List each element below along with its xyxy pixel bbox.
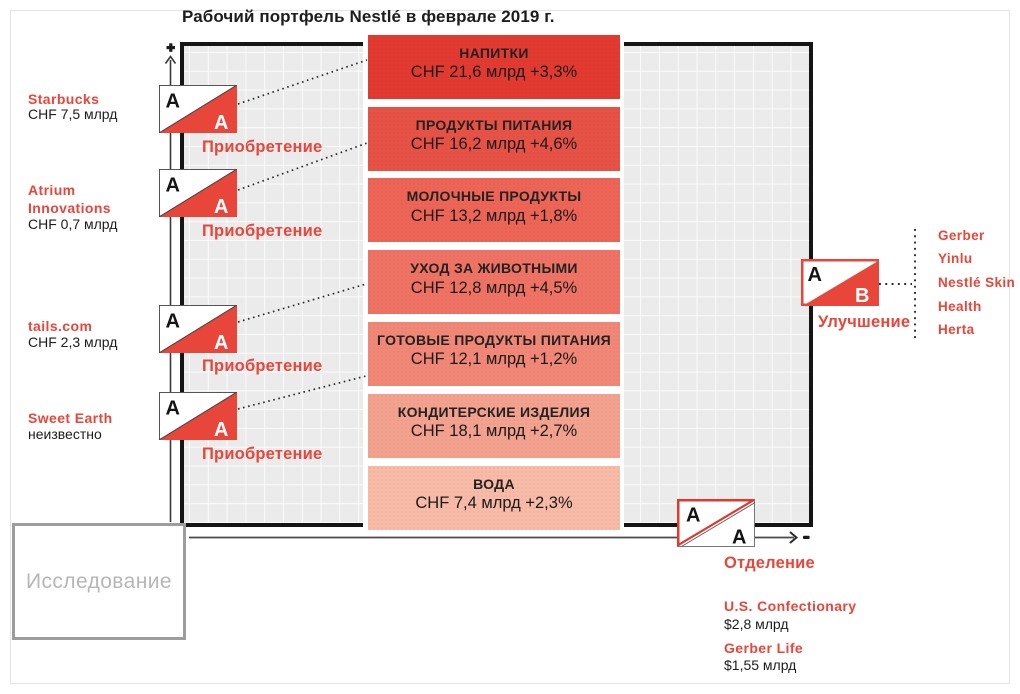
svg-text:A: A [165,398,179,420]
svg-text:A: A [214,196,228,217]
svg-text:A: A [686,505,700,527]
svg-text:B: B [855,285,869,306]
svg-text:A: A [732,527,746,548]
svg-text:A: A [165,311,179,333]
svg-text:A: A [214,419,228,440]
svg-text:A: A [214,332,228,353]
svg-text:A: A [165,91,179,113]
svg-text:A: A [807,264,821,286]
svg-text:A: A [165,175,179,197]
svg-text:A: A [214,112,228,133]
